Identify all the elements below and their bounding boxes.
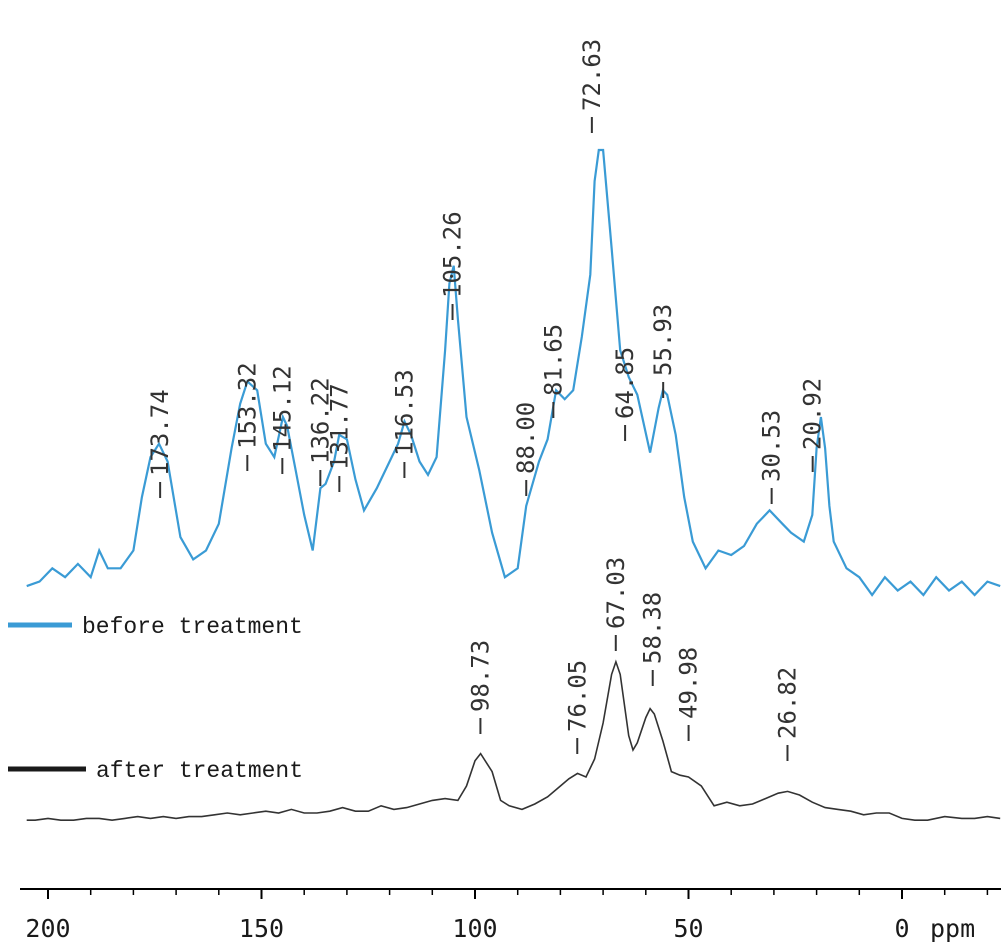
- peak-label: 26.82: [773, 667, 801, 739]
- peak-label: 20.92: [799, 378, 827, 450]
- x-tick-label: 100: [452, 914, 497, 943]
- peak-label: 173.74: [146, 389, 174, 476]
- peak-label: 30.53: [758, 410, 786, 482]
- x-tick-label: 50: [673, 914, 703, 943]
- peak-label: 105.26: [439, 211, 467, 298]
- series-line-before-treatment: [26, 148, 1001, 597]
- legend-label-after: after treatment: [96, 758, 303, 784]
- peak-label: 76.05: [563, 660, 591, 732]
- x-tick-label: 150: [239, 914, 284, 943]
- series-line-after-treatment: [26, 659, 1001, 822]
- peak-label: 72.63: [578, 39, 606, 111]
- x-axis-unit-label: ppm: [930, 914, 975, 943]
- peak-label: 116.53: [390, 369, 418, 456]
- peak-label: 49.98: [675, 647, 703, 719]
- x-axis-ticks: 200 150 100 50 0: [25, 889, 989, 943]
- peak-label: 67.03: [602, 557, 630, 629]
- peak-label: 88.00: [512, 402, 540, 474]
- peak-label: 98.73: [466, 640, 494, 712]
- peak-label: 145.12: [268, 365, 296, 452]
- legend-label-before: before treatment: [82, 614, 303, 640]
- peak-label: 81.65: [539, 324, 567, 396]
- legend: before treatment after treatment: [8, 614, 303, 784]
- peak-label: 55.93: [649, 304, 677, 376]
- peak-label: 153.32: [233, 362, 261, 449]
- x-axis: 200 150 100 50 0 ppm: [20, 888, 1001, 943]
- peak-label: 131.77: [325, 383, 353, 470]
- peak-label: 58.38: [639, 592, 667, 664]
- x-tick-label: 0: [894, 914, 909, 943]
- peak-label: 136.22: [306, 377, 334, 464]
- after-treatment-layer: 98.73 76.05 67.03 58.38 49.98 26.82: [26, 557, 1001, 822]
- peak-label: 64.85: [611, 347, 639, 419]
- x-tick-label: 200: [25, 914, 70, 943]
